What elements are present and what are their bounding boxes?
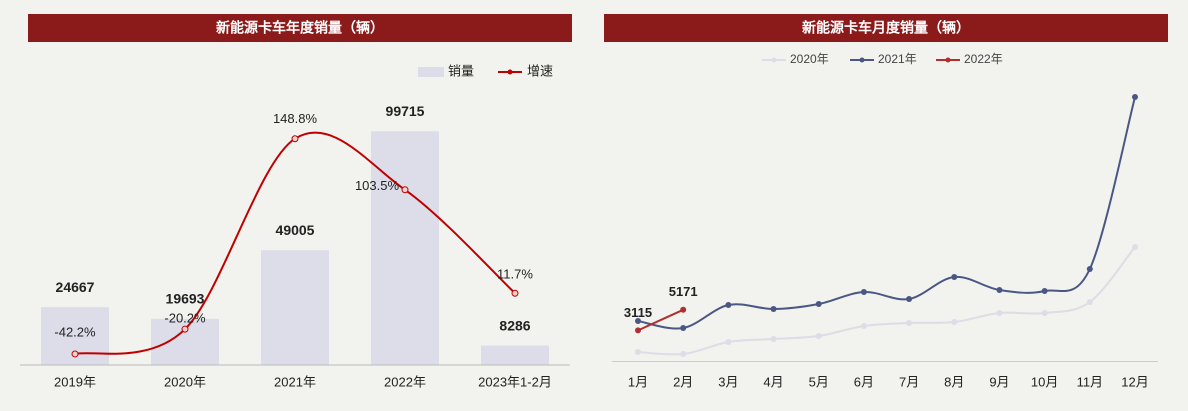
x-tick-label: 3月 [718,374,738,389]
chart-title: 新能源卡车年度销量（辆） [216,20,384,36]
series-marker [770,336,777,342]
series-marker [635,327,641,334]
series-marker [1086,299,1093,305]
x-tick-label: 6月 [854,374,874,389]
series-marker [770,306,777,312]
growth-label: 103.5% [355,178,400,193]
series-marker [680,325,687,331]
series-marker [906,320,913,326]
series-marker [680,351,687,357]
series-marker [815,333,822,339]
header-bar [604,14,1168,42]
series-marker [860,289,867,295]
x-tick-label: 2021年 [274,374,316,389]
x-tick-label: 4月 [763,374,783,389]
legend-marker [859,57,865,63]
bar [481,345,549,365]
x-tick-label: 2020年 [164,374,206,389]
legend-label: 2022年 [964,52,1003,66]
legend-marker [771,57,777,63]
growth-marker [511,289,519,297]
x-tick-label: 2023年1-2月 [478,374,552,389]
series-marker [996,287,1003,293]
x-tick-label: 9月 [989,374,1009,389]
x-tick-label: 5月 [809,374,829,389]
x-tick-label: 11月 [1077,374,1104,389]
series-marker [815,301,822,307]
legend-swatch [418,67,444,77]
data-label: 3115 [624,305,652,320]
legend-label: 2020年 [790,52,829,66]
x-tick-label: 1月 [628,374,648,389]
series-marker [996,310,1003,316]
legend-label: 增速 [527,63,553,78]
series-marker [680,306,687,313]
bar [371,131,439,365]
series-marker [906,296,913,302]
legend-label: 2021年 [878,52,917,66]
series-marker [1132,244,1138,250]
growth-label: -20.2% [164,311,206,326]
x-tick-label: 2月 [673,374,693,389]
series-marker [1041,310,1048,316]
series-marker [725,302,732,308]
growth-label: 148.8% [273,111,318,126]
bar-value-label: 24667 [56,279,95,295]
legend-marker [945,57,951,63]
growth-marker [401,186,409,194]
header-bar [28,14,572,42]
growth-marker [291,135,299,143]
series-marker [951,319,958,325]
bar-value-label: 49005 [276,222,315,238]
growth-marker [181,325,189,333]
series-marker [1132,94,1138,100]
x-tick-label: 2022年 [384,374,426,389]
growth-marker [71,350,79,358]
series-marker [635,349,641,355]
series-marker [635,318,641,324]
series-marker [725,339,732,345]
x-tick-label: 12月 [1121,374,1148,389]
series-marker [1086,266,1093,272]
legend-label: 销量 [448,63,474,78]
bar-value-label: 8286 [499,317,530,333]
series-marker [860,323,867,329]
series-marker [951,274,958,280]
bar [261,250,329,365]
growth-label: 11.7% [497,267,533,282]
bar-value-label: 19693 [166,291,205,307]
x-tick-label: 7月 [899,374,919,389]
growth-label: -42.2% [54,324,96,339]
x-tick-label: 10月 [1031,374,1058,389]
chart-title: 新能源卡车月度销量（辆） [802,20,970,36]
series-marker [1041,288,1048,294]
legend-marker [507,69,513,75]
data-label: 5171 [669,284,698,299]
bar-value-label: 99715 [386,103,425,119]
x-tick-label: 8月 [944,374,964,389]
x-tick-label: 2019年 [54,374,96,389]
